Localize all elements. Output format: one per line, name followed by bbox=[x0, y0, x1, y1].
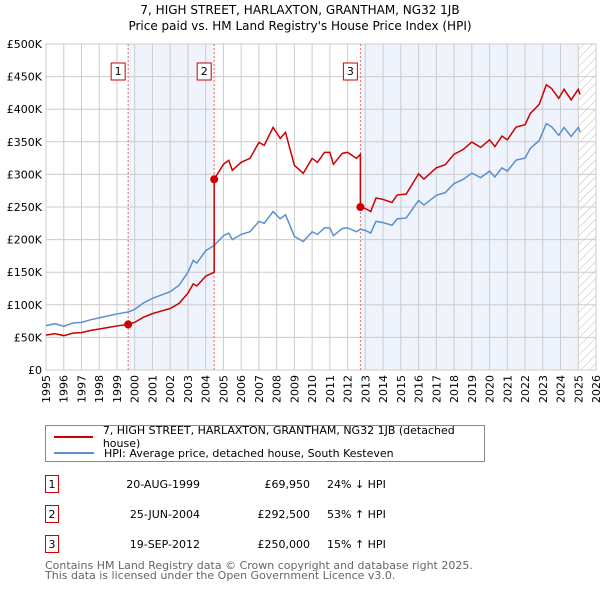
footer-licence: This data is licensed under the Open Gov… bbox=[45, 571, 395, 581]
x-tick-label: 2017 bbox=[430, 375, 443, 403]
price-chart: 1995 1996 1997 1998 1999 2000 2001 2002 2003 2004… bbox=[0, 0, 600, 410]
sale-row: 2 25-JUN-2004 £292,500 53% ↑ HPI bbox=[45, 505, 545, 525]
y-tick-label: £450K bbox=[7, 71, 43, 84]
sale-number-label: 3 bbox=[347, 65, 354, 78]
y-tick-label: £400K bbox=[7, 103, 43, 116]
x-tick-label: 2001 bbox=[146, 375, 159, 403]
x-tick-label: 2005 bbox=[217, 375, 230, 403]
x-tick-label: 2026 bbox=[590, 375, 600, 403]
y-tick-label: £350K bbox=[7, 136, 43, 149]
x-tick-label: 1998 bbox=[93, 375, 106, 403]
x-tick-label: 2014 bbox=[377, 375, 390, 403]
x-tick-label: 2025 bbox=[572, 375, 585, 403]
x-tick-label: 2011 bbox=[324, 375, 337, 403]
sale-point bbox=[124, 320, 132, 328]
x-tick-label: 1997 bbox=[75, 375, 88, 403]
legend-hpi-swatch bbox=[54, 452, 94, 454]
x-tick-label: 1999 bbox=[111, 375, 124, 403]
y-tick-label: £100K bbox=[7, 299, 43, 312]
sale-price: £69,950 bbox=[265, 478, 311, 491]
x-tick-label: 2010 bbox=[306, 375, 319, 403]
sale-number-label: 1 bbox=[115, 65, 122, 78]
y-tick-label: £300K bbox=[7, 168, 43, 181]
sale-price: £250,000 bbox=[258, 538, 311, 551]
x-tick-label: 2012 bbox=[342, 375, 355, 403]
sale-date: 25-JUN-2004 bbox=[130, 508, 200, 521]
x-tick-label: 2020 bbox=[484, 375, 497, 403]
sale-number: 1 bbox=[45, 475, 59, 493]
sale-date: 20-AUG-1999 bbox=[126, 478, 200, 491]
x-tick-label: 2002 bbox=[164, 375, 177, 403]
sale-row: 1 20-AUG-1999 £69,950 24% ↓ HPI bbox=[45, 475, 545, 495]
sale-hpi-diff: 15% ↑ HPI bbox=[327, 538, 386, 551]
y-tick-label: £150K bbox=[7, 266, 43, 279]
x-tick-label: 2024 bbox=[555, 375, 568, 403]
x-tick-label: 2009 bbox=[288, 375, 301, 403]
legend-hpi-label: HPI: Average price, detached house, Sout… bbox=[104, 447, 394, 460]
y-tick-label: £500K bbox=[7, 38, 43, 51]
x-tick-label: 2007 bbox=[253, 375, 266, 403]
x-tick-label: 2008 bbox=[271, 375, 284, 403]
legend-property-swatch bbox=[54, 436, 93, 438]
sale-point bbox=[356, 203, 364, 211]
x-tick-label: 2006 bbox=[235, 375, 248, 403]
sale-number: 2 bbox=[45, 505, 59, 523]
x-tick-label: 2023 bbox=[537, 375, 550, 403]
sale-point bbox=[210, 175, 218, 183]
x-tick-label: 1996 bbox=[58, 375, 71, 403]
y-tick-label: £250K bbox=[7, 201, 43, 214]
x-tick-label: 2018 bbox=[448, 375, 461, 403]
x-tick-label: 2000 bbox=[129, 375, 142, 403]
x-tick-label: 2021 bbox=[501, 375, 514, 403]
sale-hpi-diff: 53% ↑ HPI bbox=[327, 508, 386, 521]
x-tick-label: 2003 bbox=[182, 375, 195, 403]
sale-price: £292,500 bbox=[258, 508, 311, 521]
x-tick-label: 2019 bbox=[466, 375, 479, 403]
y-tick-label: £0 bbox=[28, 364, 42, 377]
sale-hpi-diff: 24% ↓ HPI bbox=[327, 478, 386, 491]
chart-legend: 7, HIGH STREET, HARLAXTON, GRANTHAM, NG3… bbox=[45, 425, 485, 462]
sale-number-label: 2 bbox=[201, 65, 208, 78]
x-tick-label: 1995 bbox=[40, 375, 53, 403]
y-tick-label: £50K bbox=[14, 331, 43, 344]
x-tick-label: 2016 bbox=[413, 375, 426, 403]
x-tick-label: 2013 bbox=[359, 375, 372, 403]
sale-number: 3 bbox=[45, 535, 59, 553]
y-tick-label: £200K bbox=[7, 234, 43, 247]
x-tick-label: 2022 bbox=[519, 375, 532, 403]
x-tick-label: 2015 bbox=[395, 375, 408, 403]
x-tick-label: 2004 bbox=[200, 375, 213, 403]
sale-row: 3 19-SEP-2012 £250,000 15% ↑ HPI bbox=[45, 535, 545, 555]
sale-date: 19-SEP-2012 bbox=[130, 538, 200, 551]
chart-page: 7, HIGH STREET, HARLAXTON, GRANTHAM, NG3… bbox=[0, 0, 600, 590]
